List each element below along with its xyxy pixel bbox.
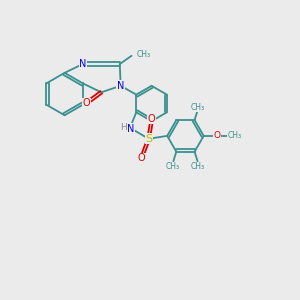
Text: N: N [117,81,124,91]
Text: O: O [213,131,220,140]
Text: CH₃: CH₃ [137,50,151,59]
Text: O: O [148,114,155,124]
Text: CH₃: CH₃ [191,103,205,112]
Text: CH₃: CH₃ [227,131,242,140]
Text: N: N [79,59,87,69]
Text: CH₃: CH₃ [191,162,205,171]
Text: O: O [138,153,146,163]
Text: CH₃: CH₃ [166,162,180,171]
Text: H: H [120,122,127,131]
Text: m: m [194,101,201,110]
Text: S: S [145,134,152,144]
Text: m: m [198,103,200,104]
Text: O: O [83,98,90,109]
Text: N: N [127,124,135,134]
